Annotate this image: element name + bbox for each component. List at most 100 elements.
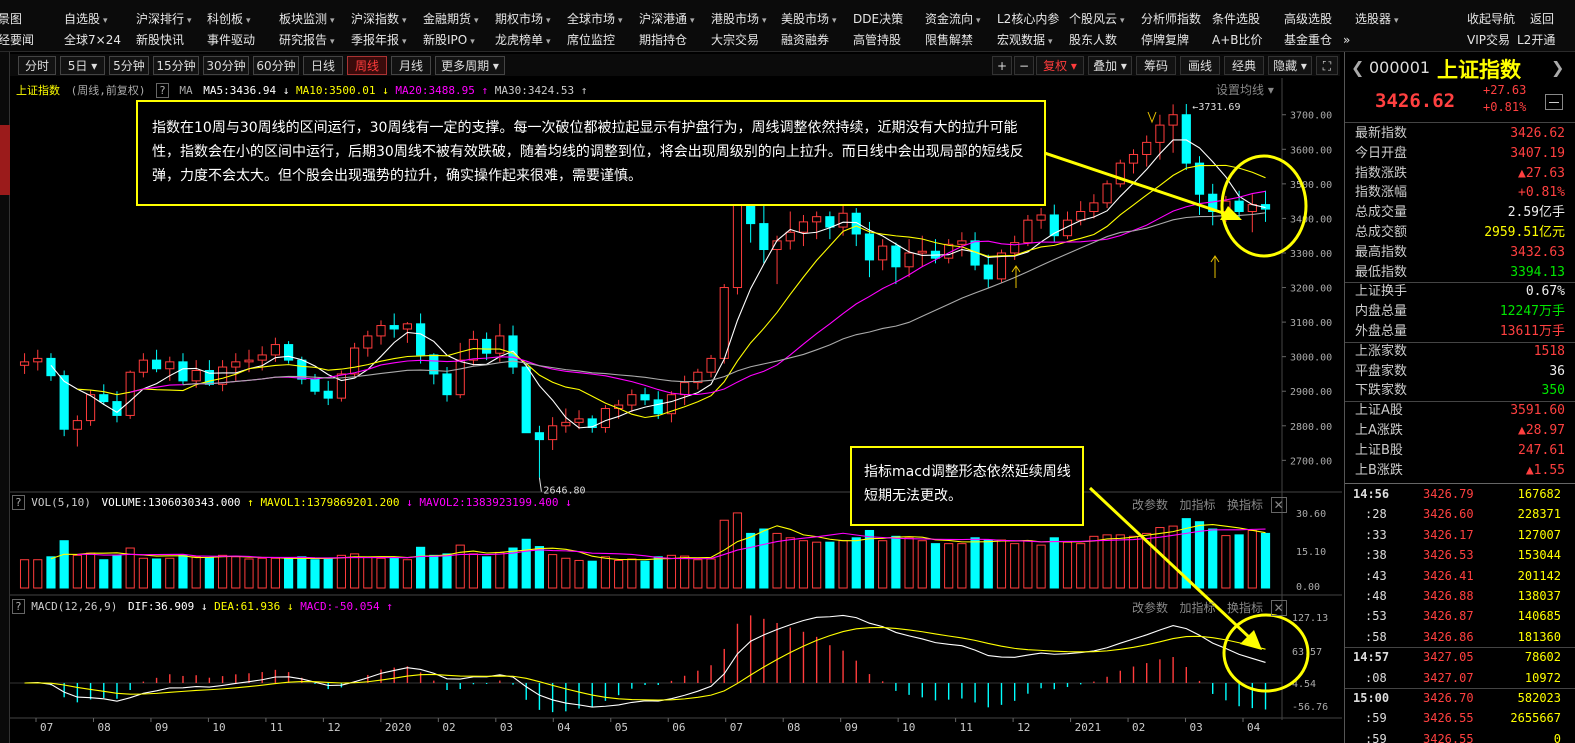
submenu-item-5[interactable]: 季报年报 ▾ (351, 30, 407, 52)
submenu-item-14[interactable]: 宏观数据 ▾ (997, 30, 1053, 52)
submenu-item-9[interactable]: 期指持仓 (639, 30, 687, 50)
submenu-item-6[interactable]: 新股IPO ▾ (423, 30, 475, 52)
chart-tool-button-6[interactable]: 经典 (1224, 56, 1264, 75)
submenu-item-15[interactable]: 股东人数 (1069, 30, 1117, 50)
submenu-item-4[interactable]: 研究报告 ▾ (279, 30, 335, 52)
period-tab-9[interactable]: 更多周期 ▾ (435, 56, 505, 75)
chart-tool-button-3[interactable]: 叠加 ▾ (1088, 56, 1132, 75)
menu-item-0[interactable]: 全景图 (0, 9, 22, 29)
submenu-item-10[interactable]: 大宗交易 (711, 30, 759, 50)
menu-item-14[interactable]: L2核心内参 (997, 9, 1059, 29)
macd-edit-params-button[interactable]: 改参数 (1132, 601, 1169, 615)
candle-body (891, 245, 901, 268)
submenu-item-3[interactable]: 事件驱动 (207, 30, 255, 50)
volume-bar (864, 529, 875, 589)
submenu-item-21[interactable]: L2开通 (1517, 30, 1555, 50)
period-tab-8[interactable]: 月线 (391, 56, 431, 75)
down-arrow-icon (1147, 111, 1157, 124)
submenu-item-1[interactable]: 全球7×24 (64, 30, 121, 50)
vol-add-indicator-button[interactable]: 加指标 (1179, 498, 1216, 512)
chevron-down-icon: ▾ (103, 16, 108, 26)
ma-settings-button[interactable]: 设置均线 ▾ (1216, 83, 1274, 97)
menu-item-13[interactable]: 资金流向 ▾ (925, 9, 981, 31)
menu-item-12[interactable]: DDE决策 (853, 9, 903, 29)
chart-tool-button-2[interactable]: 复权 ▾ (1036, 56, 1084, 75)
candle-body (402, 323, 413, 330)
annotation-arrow (1088, 486, 1252, 640)
time-axis-label: 07 (40, 721, 53, 734)
submenu-item-17[interactable]: A+B比价 (1212, 30, 1263, 50)
period-tab-2[interactable]: 5分钟 (109, 56, 149, 75)
chart-tool-button-1[interactable]: − (1014, 56, 1034, 75)
menu-item-1[interactable]: 自选股 ▾ (64, 9, 108, 31)
vol-close-icon[interactable]: ✕ (1270, 497, 1287, 513)
menu-item-7[interactable]: 期权市场 ▾ (495, 9, 551, 31)
menu-item-6[interactable]: 金融期货 ▾ (423, 9, 479, 31)
submenu-item-label: L2开通 (1517, 33, 1556, 47)
quote-row-value: +0.81% (1518, 185, 1565, 201)
chart-tool-button-5[interactable]: 画线 (1180, 56, 1220, 75)
submenu-item-label: 限售解禁 (925, 33, 974, 47)
chevron-down-icon: ▾ (1394, 16, 1399, 26)
expand-icon[interactable]: ❯ (1551, 58, 1565, 77)
menu-item-21[interactable]: 返回 (1530, 9, 1554, 29)
submenu-item-8[interactable]: 席位监控 (567, 30, 615, 50)
menu-item-4[interactable]: 板块监测 ▾ (279, 9, 335, 31)
chart-area[interactable]: 3700.00 3600.00 3500.00 3400.00 3300.00 3200.… (10, 78, 1342, 743)
time-axis-label: 04 (1247, 721, 1261, 734)
period-tab-4[interactable]: 30分钟 (203, 56, 249, 75)
submenu-item-20[interactable]: VIP交易 (1467, 30, 1510, 50)
submenu-item-2[interactable]: 新股快讯 (136, 30, 184, 50)
menu-item-10[interactable]: 港股市场 ▾ (711, 9, 767, 31)
menu-item-15[interactable]: 个股风云 ▾ (1069, 9, 1125, 31)
menu-item-18[interactable]: 高级选股 (1284, 9, 1332, 29)
menu-item-16[interactable]: 分析师指数 (1141, 9, 1201, 29)
menu-item-3[interactable]: 科创板 ▾ (207, 9, 251, 31)
menu-item-8[interactable]: 全球市场 ▾ (567, 9, 623, 31)
menu-item-19[interactable]: 选股器 ▾ (1355, 9, 1399, 31)
period-tab-7[interactable]: 周线 (347, 56, 387, 75)
menu-item-5[interactable]: 沪深指数 ▾ (351, 9, 407, 31)
chart-tool-button-0[interactable]: + (992, 56, 1012, 75)
left-side-strip[interactable] (0, 52, 10, 743)
submenu-item-11[interactable]: 融资融券 (781, 30, 829, 50)
submenu-item-0[interactable]: 财经要闻 (0, 30, 34, 50)
submenu-item-12[interactable]: 高管持股 (853, 30, 901, 50)
left-strip-active-tab[interactable] (0, 125, 10, 195)
period-tab-1[interactable]: 5日 ▾ (60, 56, 105, 75)
candle-body (363, 335, 373, 349)
period-tab-3[interactable]: 15分钟 (153, 56, 199, 75)
submenu-item-13[interactable]: 限售解禁 (925, 30, 973, 50)
submenu-item-18[interactable]: 基金重仓 (1284, 30, 1332, 50)
collapse-icon[interactable]: ❮ (1351, 58, 1365, 77)
volume-bar (521, 538, 531, 589)
period-tab-6[interactable]: 日线 (303, 56, 343, 75)
volume-bar (336, 554, 346, 589)
menu-item-2[interactable]: 沪深排行 ▾ (136, 9, 192, 31)
quote-row-value: 2.59亿手 (1507, 205, 1565, 221)
menu-item-11[interactable]: 美股市场 ▾ (781, 9, 837, 31)
macd-add-indicator-button[interactable]: 加指标 (1179, 601, 1216, 615)
menu-item-17[interactable]: 条件选股 (1212, 9, 1260, 29)
quote-row-label: 最低指数 (1355, 264, 1408, 280)
macd-close-icon[interactable]: ✕ (1270, 600, 1287, 616)
vol-switch-indicator-button[interactable]: 换指标 (1226, 498, 1263, 512)
menu-item-label: 科创板 (207, 12, 244, 26)
volume-bar (534, 546, 545, 589)
submenu-item-19[interactable]: » (1343, 30, 1350, 50)
submenu-item-label: 股东人数 (1069, 33, 1118, 47)
submenu-item-7[interactable]: 龙虎榜单 ▾ (495, 30, 551, 52)
macd-switch-indicator-button[interactable]: 换指标 (1226, 601, 1263, 615)
chart-tool-button-7[interactable]: 隐藏 ▾ (1268, 56, 1312, 75)
vol-edit-params-button[interactable]: 改参数 (1132, 498, 1169, 512)
kline-chart-svg[interactable]: 3700.00 3600.00 3500.00 3400.00 3300.00 3200.… (10, 78, 1342, 743)
chart-tool-button-4[interactable]: 筹码 (1136, 56, 1176, 75)
period-tab-0[interactable]: 分时 (18, 56, 56, 75)
menu-item-9[interactable]: 沪深港通 ▾ (639, 9, 695, 31)
help-icon[interactable]: ? (156, 83, 169, 98)
minimize-icon[interactable] (1545, 94, 1563, 110)
chart-tool-button-8[interactable]: ⛶ (1316, 56, 1338, 75)
menu-item-20[interactable]: 收起导航 (1467, 9, 1515, 29)
period-tab-5[interactable]: 60分钟 (253, 56, 299, 75)
submenu-item-16[interactable]: 停牌复牌 (1141, 30, 1189, 50)
